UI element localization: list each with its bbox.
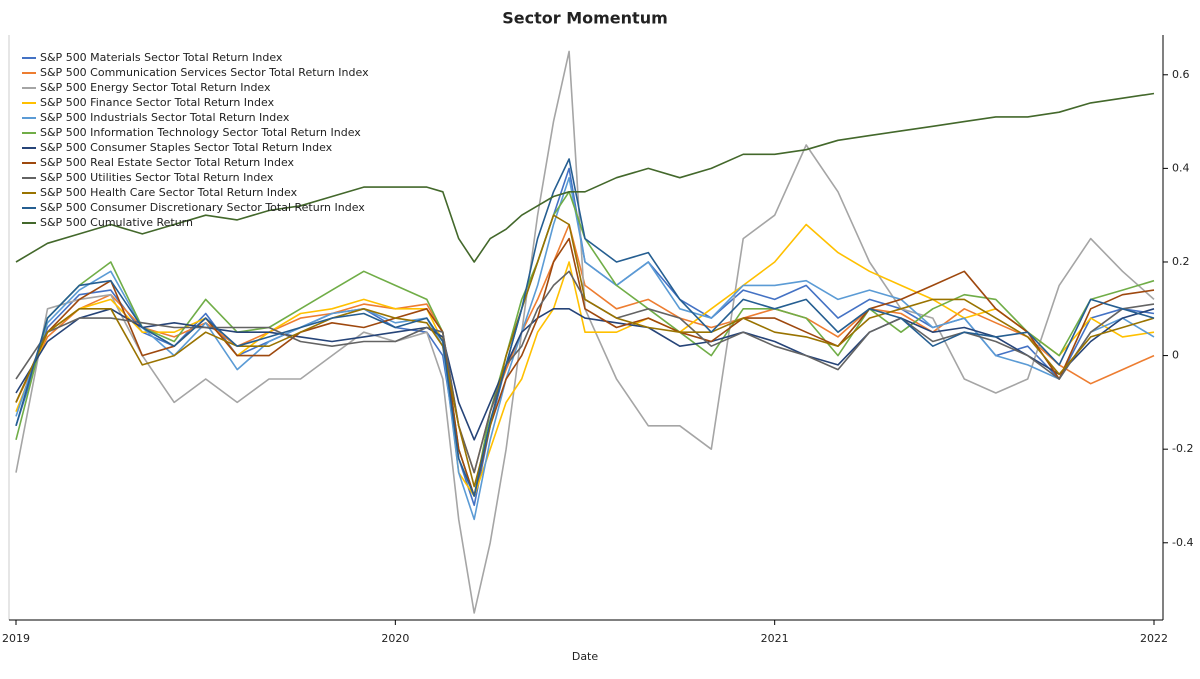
y-tick-label: 0 [1172,349,1179,362]
legend-label: S&P 500 Communication Services Sector To… [40,66,369,79]
series-line [15,50,1155,614]
series-line [15,158,1155,497]
y-tick-label: -0.2 [1172,442,1193,455]
legend-label: S&P 500 Consumer Staples Sector Total Re… [40,141,333,154]
y-tick-label: -0.4 [1172,536,1193,549]
legend-label: S&P 500 Real Estate Sector Total Return … [40,156,295,169]
legend-label: S&P 500 Industrials Sector Total Return … [40,111,290,124]
x-tick-label: 2020 [381,632,409,645]
legend-label: S&P 500 Finance Sector Total Return Inde… [40,96,275,109]
x-tick-label: 2021 [761,632,789,645]
legend-label: S&P 500 Utilities Sector Total Return In… [40,171,274,184]
legend-label: S&P 500 Cumulative Return [40,216,193,229]
series-line [15,270,1155,474]
y-tick-label: 0.6 [1172,68,1190,81]
legend-label: S&P 500 Materials Sector Total Return In… [40,51,283,64]
x-axis-label: Date [572,650,599,663]
legend-label: S&P 500 Energy Sector Total Return Index [40,81,271,94]
legend-label: S&P 500 Consumer Discretionary Sector To… [40,201,365,214]
y-tick-label: 0.2 [1172,255,1190,268]
x-tick-label: 2019 [2,632,30,645]
series-line [15,214,1155,488]
series-line [15,92,1155,263]
y-tick-label: 0.4 [1172,161,1190,174]
chart-title: Sector Momentum [502,9,668,28]
legend-label: S&P 500 Health Care Sector Total Return … [40,186,298,199]
x-tick-label: 2022 [1140,632,1168,645]
series-line [15,176,1155,521]
series-line [15,308,1155,441]
series-line [15,237,1155,497]
legend-label: S&P 500 Information Technology Sector To… [40,126,361,139]
